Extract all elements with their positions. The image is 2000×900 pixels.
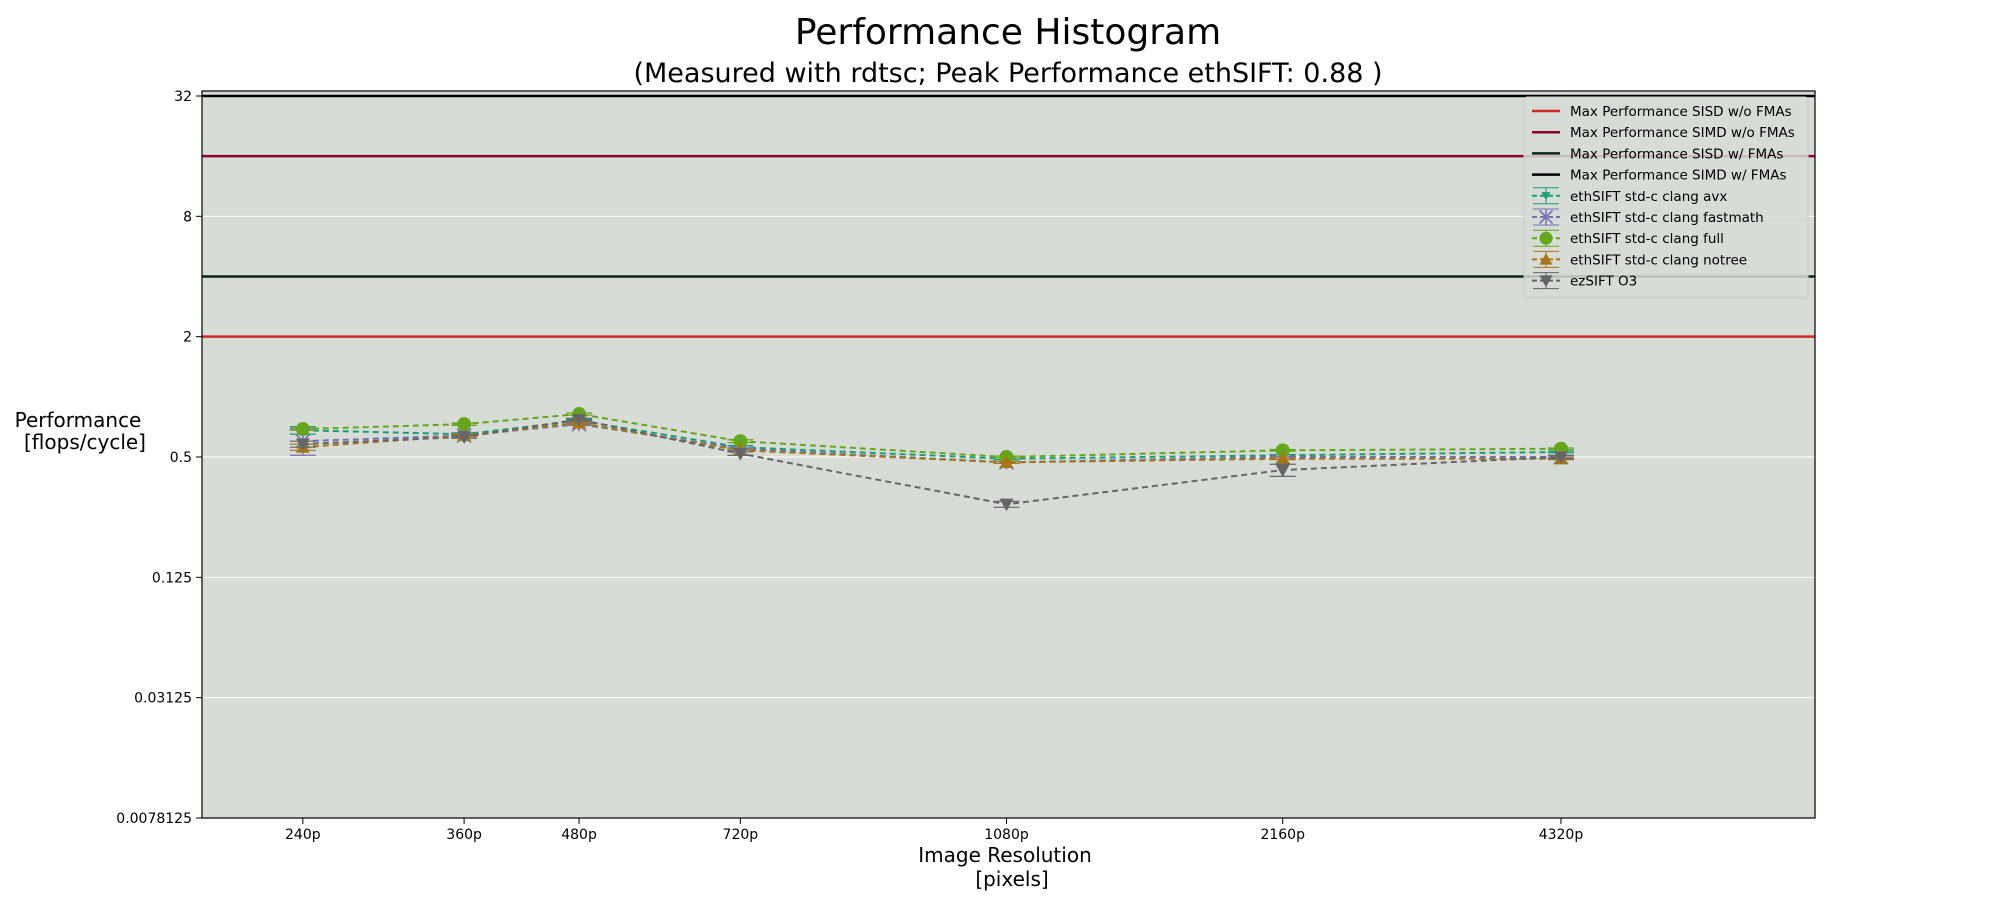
legend-label: ethSIFT std-c clang fastmath	[1570, 210, 1764, 226]
y-tick-label: 0.125	[152, 570, 192, 586]
x-axis-label-line-2: [pixels]	[975, 867, 1048, 891]
y-tick-label: 2	[183, 330, 192, 346]
data-point	[733, 447, 748, 461]
data-point	[1553, 451, 1568, 464]
y-axis-ticks: 0.0078125 0.03125 0.125 0.5 2 8 32	[116, 89, 202, 827]
series	[289, 407, 1574, 464]
legend-label: ethSIFT std-c clang avx	[1570, 189, 1727, 205]
plot-frame	[201, 90, 1816, 819]
data-point	[457, 431, 472, 444]
data-point	[1275, 451, 1290, 465]
data-point	[572, 413, 587, 427]
data-point	[295, 422, 310, 437]
data-point	[457, 417, 472, 432]
data-point	[1541, 192, 1551, 201]
x-tick-label: 1080p	[984, 827, 1029, 843]
x-tick-label: 720p	[723, 827, 759, 843]
data-point	[733, 434, 748, 449]
legend: Max Performance SISD w/o FMAs Max Perform…	[1523, 96, 1809, 299]
y-tick-label: 0.03125	[134, 691, 192, 707]
y-tick-label: 32	[174, 89, 192, 105]
legend-box	[1523, 96, 1809, 299]
chart-subtitle: (Measured with rdtsc; Peak Performance e…	[633, 58, 1382, 89]
legend-label: ezSIFT O3	[1570, 274, 1637, 290]
x-axis-ticks: 240p 360p 480p 720p 1080p 2160p 4320p	[285, 818, 1583, 843]
x-tick-label: 2160p	[1260, 827, 1305, 843]
y-axis-label-line-1: Performance	[15, 408, 142, 432]
series-lines	[289, 407, 1574, 512]
series	[289, 413, 1574, 512]
x-tick-label: 4320p	[1539, 827, 1584, 843]
y-tick-label: 0.0078125	[116, 811, 192, 827]
legend-label: Max Performance SIMD w/o FMAs	[1570, 125, 1795, 141]
chart-title: Performance Histogram	[795, 12, 1221, 53]
y-tick-label: 0.5	[170, 450, 192, 466]
data-point	[1538, 209, 1554, 225]
legend-label: ethSIFT std-c clang full	[1570, 231, 1724, 247]
legend-swatch	[1532, 272, 1560, 290]
legend-label: Max Performance SISD w/ FMAs	[1570, 146, 1783, 162]
legend-swatch	[1532, 208, 1560, 226]
legend-label: ethSIFT std-c clang notree	[1570, 252, 1747, 268]
data-point	[295, 438, 310, 452]
legend-label: Max Performance SIMD w/ FMAs	[1570, 168, 1787, 184]
x-tick-label: 240p	[285, 827, 321, 843]
data-point	[999, 498, 1014, 512]
data-point	[1275, 464, 1290, 478]
data-point	[1539, 231, 1553, 245]
legend-swatch	[1532, 229, 1560, 247]
data-point	[1275, 443, 1290, 458]
legend-swatch	[1532, 187, 1560, 205]
y-tick-label: 8	[183, 209, 192, 225]
x-tick-label: 480p	[561, 827, 597, 843]
data-point	[1539, 275, 1553, 288]
legend-swatch	[1532, 250, 1560, 268]
legend-label: Max Performance SISD w/o FMAs	[1570, 104, 1792, 120]
data-point	[999, 455, 1014, 468]
x-tick-label: 360p	[446, 827, 482, 843]
x-axis-label-line-1: Image Resolution	[918, 843, 1092, 867]
data-point	[1539, 252, 1553, 265]
y-axis-label-line-2: [flops/cycle]	[24, 430, 146, 454]
